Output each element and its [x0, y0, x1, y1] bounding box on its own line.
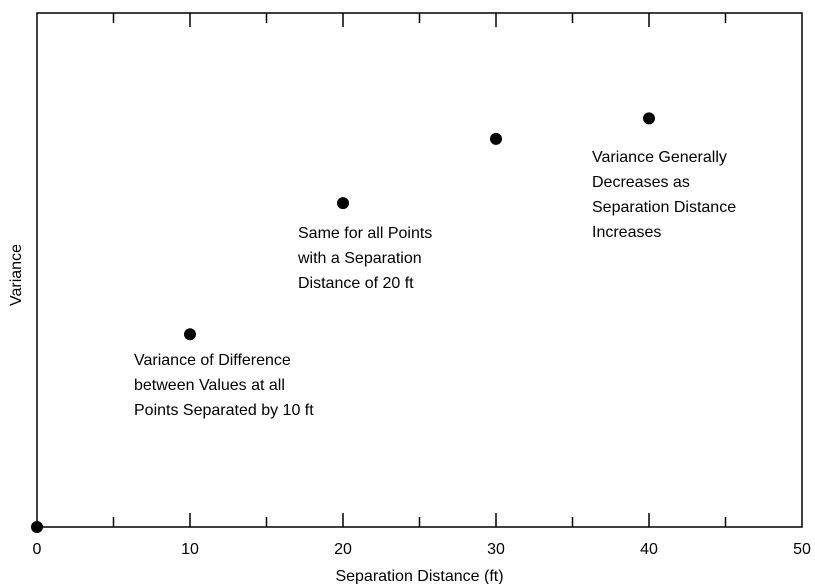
x-axis-title: Separation Distance (ft): [335, 568, 503, 584]
annotation-line: Increases: [592, 224, 662, 241]
x-tick-label: 20: [334, 541, 352, 558]
annotation-line: Decreases as: [592, 174, 690, 191]
x-tick-labels: 0 10 20 30 40 50: [33, 541, 811, 558]
x-tick-label: 40: [640, 541, 658, 558]
data-point: [337, 197, 349, 210]
x-tick-label: 50: [793, 541, 811, 558]
annotation-line: Same for all Points: [298, 225, 433, 242]
tick-marks: [112, 13, 727, 527]
data-point: [643, 112, 655, 125]
x-tick-label: 0: [33, 541, 42, 558]
data-points: [31, 112, 655, 533]
x-tick-label: 10: [181, 541, 199, 558]
annotation-line: Separation Distance: [592, 199, 737, 216]
annotation-40ft: Variance Generally Decreases as Separati…: [592, 145, 736, 245]
annotation-10ft: Variance of Difference between Values at…: [134, 348, 314, 423]
x-tick-label: 30: [487, 541, 505, 558]
annotation-line: with a Separation: [298, 250, 422, 267]
annotation-line: Distance of 20 ft: [298, 275, 414, 292]
annotation-line: between Values at all: [134, 377, 285, 394]
annotation-line: Variance of Difference: [134, 352, 291, 369]
data-point: [31, 521, 43, 533]
annotation-20ft: Same for all Points with a Separation Di…: [298, 221, 432, 296]
data-point: [184, 328, 196, 341]
y-axis-title: Variance: [8, 244, 25, 306]
data-point: [490, 132, 502, 145]
annotation-line: Variance Generally: [592, 149, 727, 166]
annotation-line: Points Separated by 10 ft: [134, 402, 314, 419]
